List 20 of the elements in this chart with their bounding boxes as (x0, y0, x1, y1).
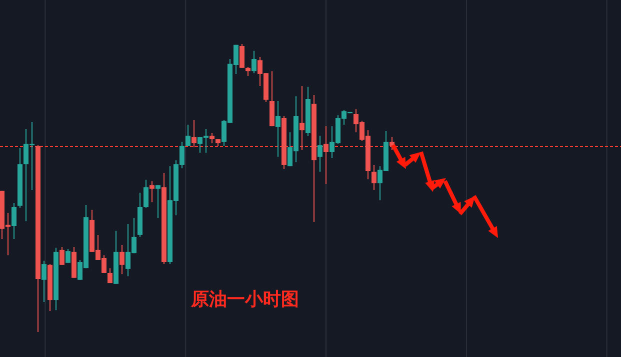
candlestick (12, 202, 16, 240)
annotation: 原油一小时图 (190, 289, 299, 310)
candlestick (42, 260, 46, 303)
candlestick (276, 100, 280, 158)
candlestick (120, 244, 124, 275)
candlestick (144, 179, 148, 208)
candlestick (108, 268, 112, 284)
candlestick (156, 184, 160, 218)
candlestick (60, 246, 64, 266)
candlestick (300, 86, 304, 150)
candlestick (372, 164, 376, 191)
candlestick (66, 248, 70, 264)
candlestick (192, 120, 196, 148)
candlestick (252, 50, 256, 74)
candlestick (150, 180, 154, 203)
candlestick (318, 135, 322, 172)
candlestick (210, 132, 214, 144)
candlestick (324, 126, 328, 184)
candlestick (186, 124, 190, 146)
candlestick (240, 44, 244, 68)
